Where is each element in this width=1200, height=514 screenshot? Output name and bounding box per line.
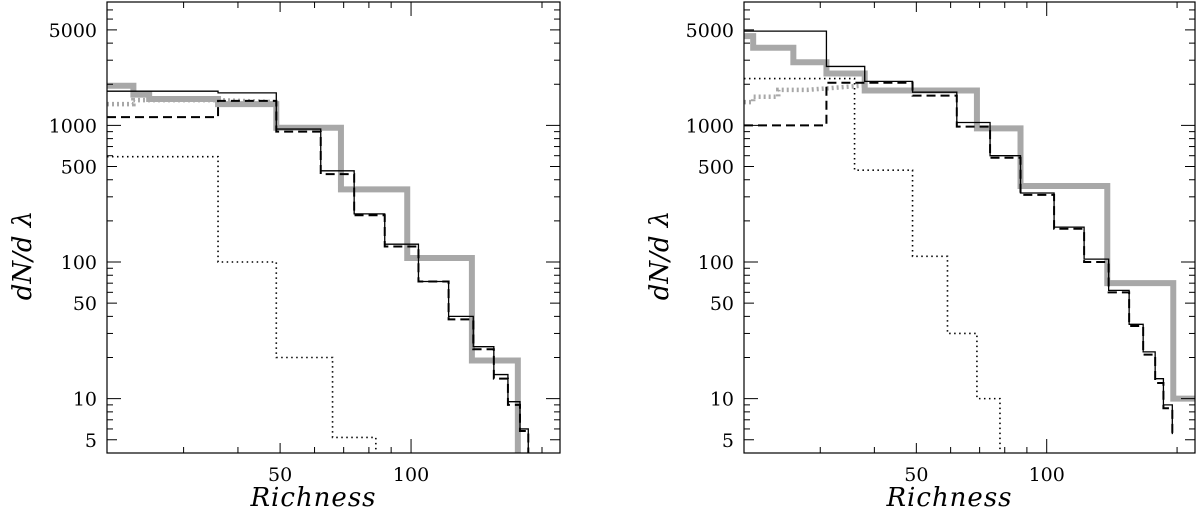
series-line-thick-gray-solid [107, 82, 521, 453]
y-tick-label: 5000 [49, 20, 97, 42]
x-axis-label: Richness [249, 483, 376, 513]
y-axis-label: dN/d λ [645, 211, 675, 301]
y-tick-label: 100 [61, 252, 97, 274]
y-tick-label: 5 [722, 430, 734, 452]
tick-marks [743, 1, 1195, 454]
series-line-gray-dotted [107, 97, 277, 107]
series-line-gray-dotted [744, 83, 865, 105]
y-tick-label: 500 [698, 157, 734, 179]
y-axis-label: dN/d λ [8, 211, 38, 301]
y-tick-label: 100 [698, 252, 734, 274]
x-tick-label: 50 [904, 464, 928, 486]
series-line-dashed [744, 81, 1174, 437]
y-tick-label: 10 [710, 389, 734, 411]
series-group [744, 30, 1195, 453]
series-line-thick-gray-solid [744, 33, 1195, 402]
x-tick-label: 50 [268, 464, 292, 486]
y-tick-label: 1000 [49, 115, 97, 137]
plot-frame [106, 1, 561, 454]
chart-panel-right: 5 10 50 100 500 1000 5000 50 100 Richness dN/d λ [645, 1, 1196, 513]
chart-panel-left: 5 10 50 100 500 1000 5000 50 100 Richness dN/d λ [8, 1, 561, 513]
series-group [107, 82, 530, 453]
x-tick-label: 100 [1029, 464, 1065, 486]
series-line-thin-solid [107, 90, 529, 453]
tick-marks [106, 1, 560, 454]
y-tick-label: 1000 [686, 115, 734, 137]
x-tick-label: 100 [393, 464, 429, 486]
plot-frame [743, 1, 1196, 454]
series-line-dashed [107, 99, 530, 453]
series-line-dotted [107, 155, 377, 453]
y-tick-label: 50 [710, 293, 734, 315]
y-tick-label: 10 [73, 389, 97, 411]
y-tick-label: 500 [61, 157, 97, 179]
y-tick-label: 5000 [686, 20, 734, 42]
y-tick-label: 5 [85, 430, 97, 452]
x-axis-label: Richness [885, 483, 1012, 513]
y-tick-label: 50 [73, 293, 97, 315]
series-line-dotted [744, 77, 1001, 453]
